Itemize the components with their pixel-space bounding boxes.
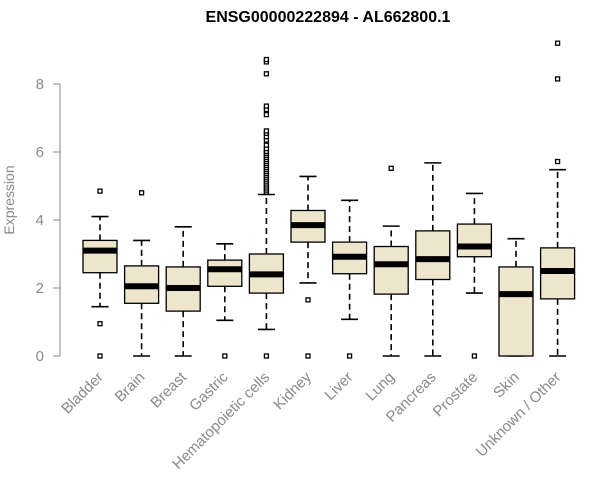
y-tick-label: 2 — [36, 280, 44, 297]
box-iqr — [415, 230, 451, 281]
chart-title: ENSG00000222894 - AL662800.1 — [206, 9, 451, 26]
outlier-point — [388, 165, 394, 171]
box-iqr — [373, 245, 409, 295]
outlier-point — [263, 128, 270, 134]
box-group — [498, 237, 534, 357]
outlier-point — [97, 353, 103, 359]
boxes-layer — [82, 40, 576, 359]
category-label: Bladder — [58, 369, 107, 418]
box-group — [165, 226, 201, 357]
category-label: Prostate — [430, 369, 482, 421]
outlier-point — [138, 190, 145, 196]
outlier-point — [97, 188, 103, 194]
box-group — [331, 199, 368, 359]
box-group — [123, 190, 160, 357]
outlier-point — [554, 40, 561, 46]
outlier-point — [263, 353, 270, 359]
box-group — [539, 40, 576, 357]
y-axis-label: Expression — [1, 165, 17, 234]
y-tick-label: 0 — [36, 348, 44, 365]
box-group — [248, 56, 285, 359]
y-tick-label: 4 — [36, 212, 44, 229]
outlier-point — [471, 353, 478, 359]
outlier-point — [97, 321, 103, 327]
box-group — [415, 162, 451, 357]
outlier-point — [263, 103, 270, 109]
y-tick-label: 6 — [36, 144, 44, 161]
outlier-point — [305, 353, 311, 359]
box-iqr — [207, 259, 243, 287]
box-iqr — [456, 223, 493, 258]
y-tick-label: 8 — [36, 76, 44, 93]
box-group — [373, 165, 409, 357]
outlier-point — [222, 353, 228, 359]
outlier-point — [554, 158, 561, 165]
outlier-point — [554, 76, 561, 82]
outlier-point — [346, 353, 353, 359]
y-axis: 0 2 4 6 8 — [36, 76, 61, 365]
category-label: Kidney — [270, 368, 315, 413]
box-iqr — [82, 239, 118, 274]
box-iqr — [498, 266, 534, 357]
category-label: Lung — [362, 369, 398, 405]
category-label: Skin — [490, 369, 523, 402]
outlier-point — [263, 111, 270, 118]
box-group — [82, 188, 118, 359]
outlier-point — [263, 142, 270, 148]
box-group — [207, 243, 243, 359]
box-group — [290, 175, 326, 359]
category-label: Breast — [147, 368, 190, 411]
box-group — [456, 192, 493, 359]
category-label: Liver — [321, 369, 356, 404]
outlier-point — [263, 71, 270, 77]
outlier-point — [305, 297, 311, 303]
outlier-point — [263, 56, 270, 63]
category-label: Brain — [112, 369, 149, 406]
